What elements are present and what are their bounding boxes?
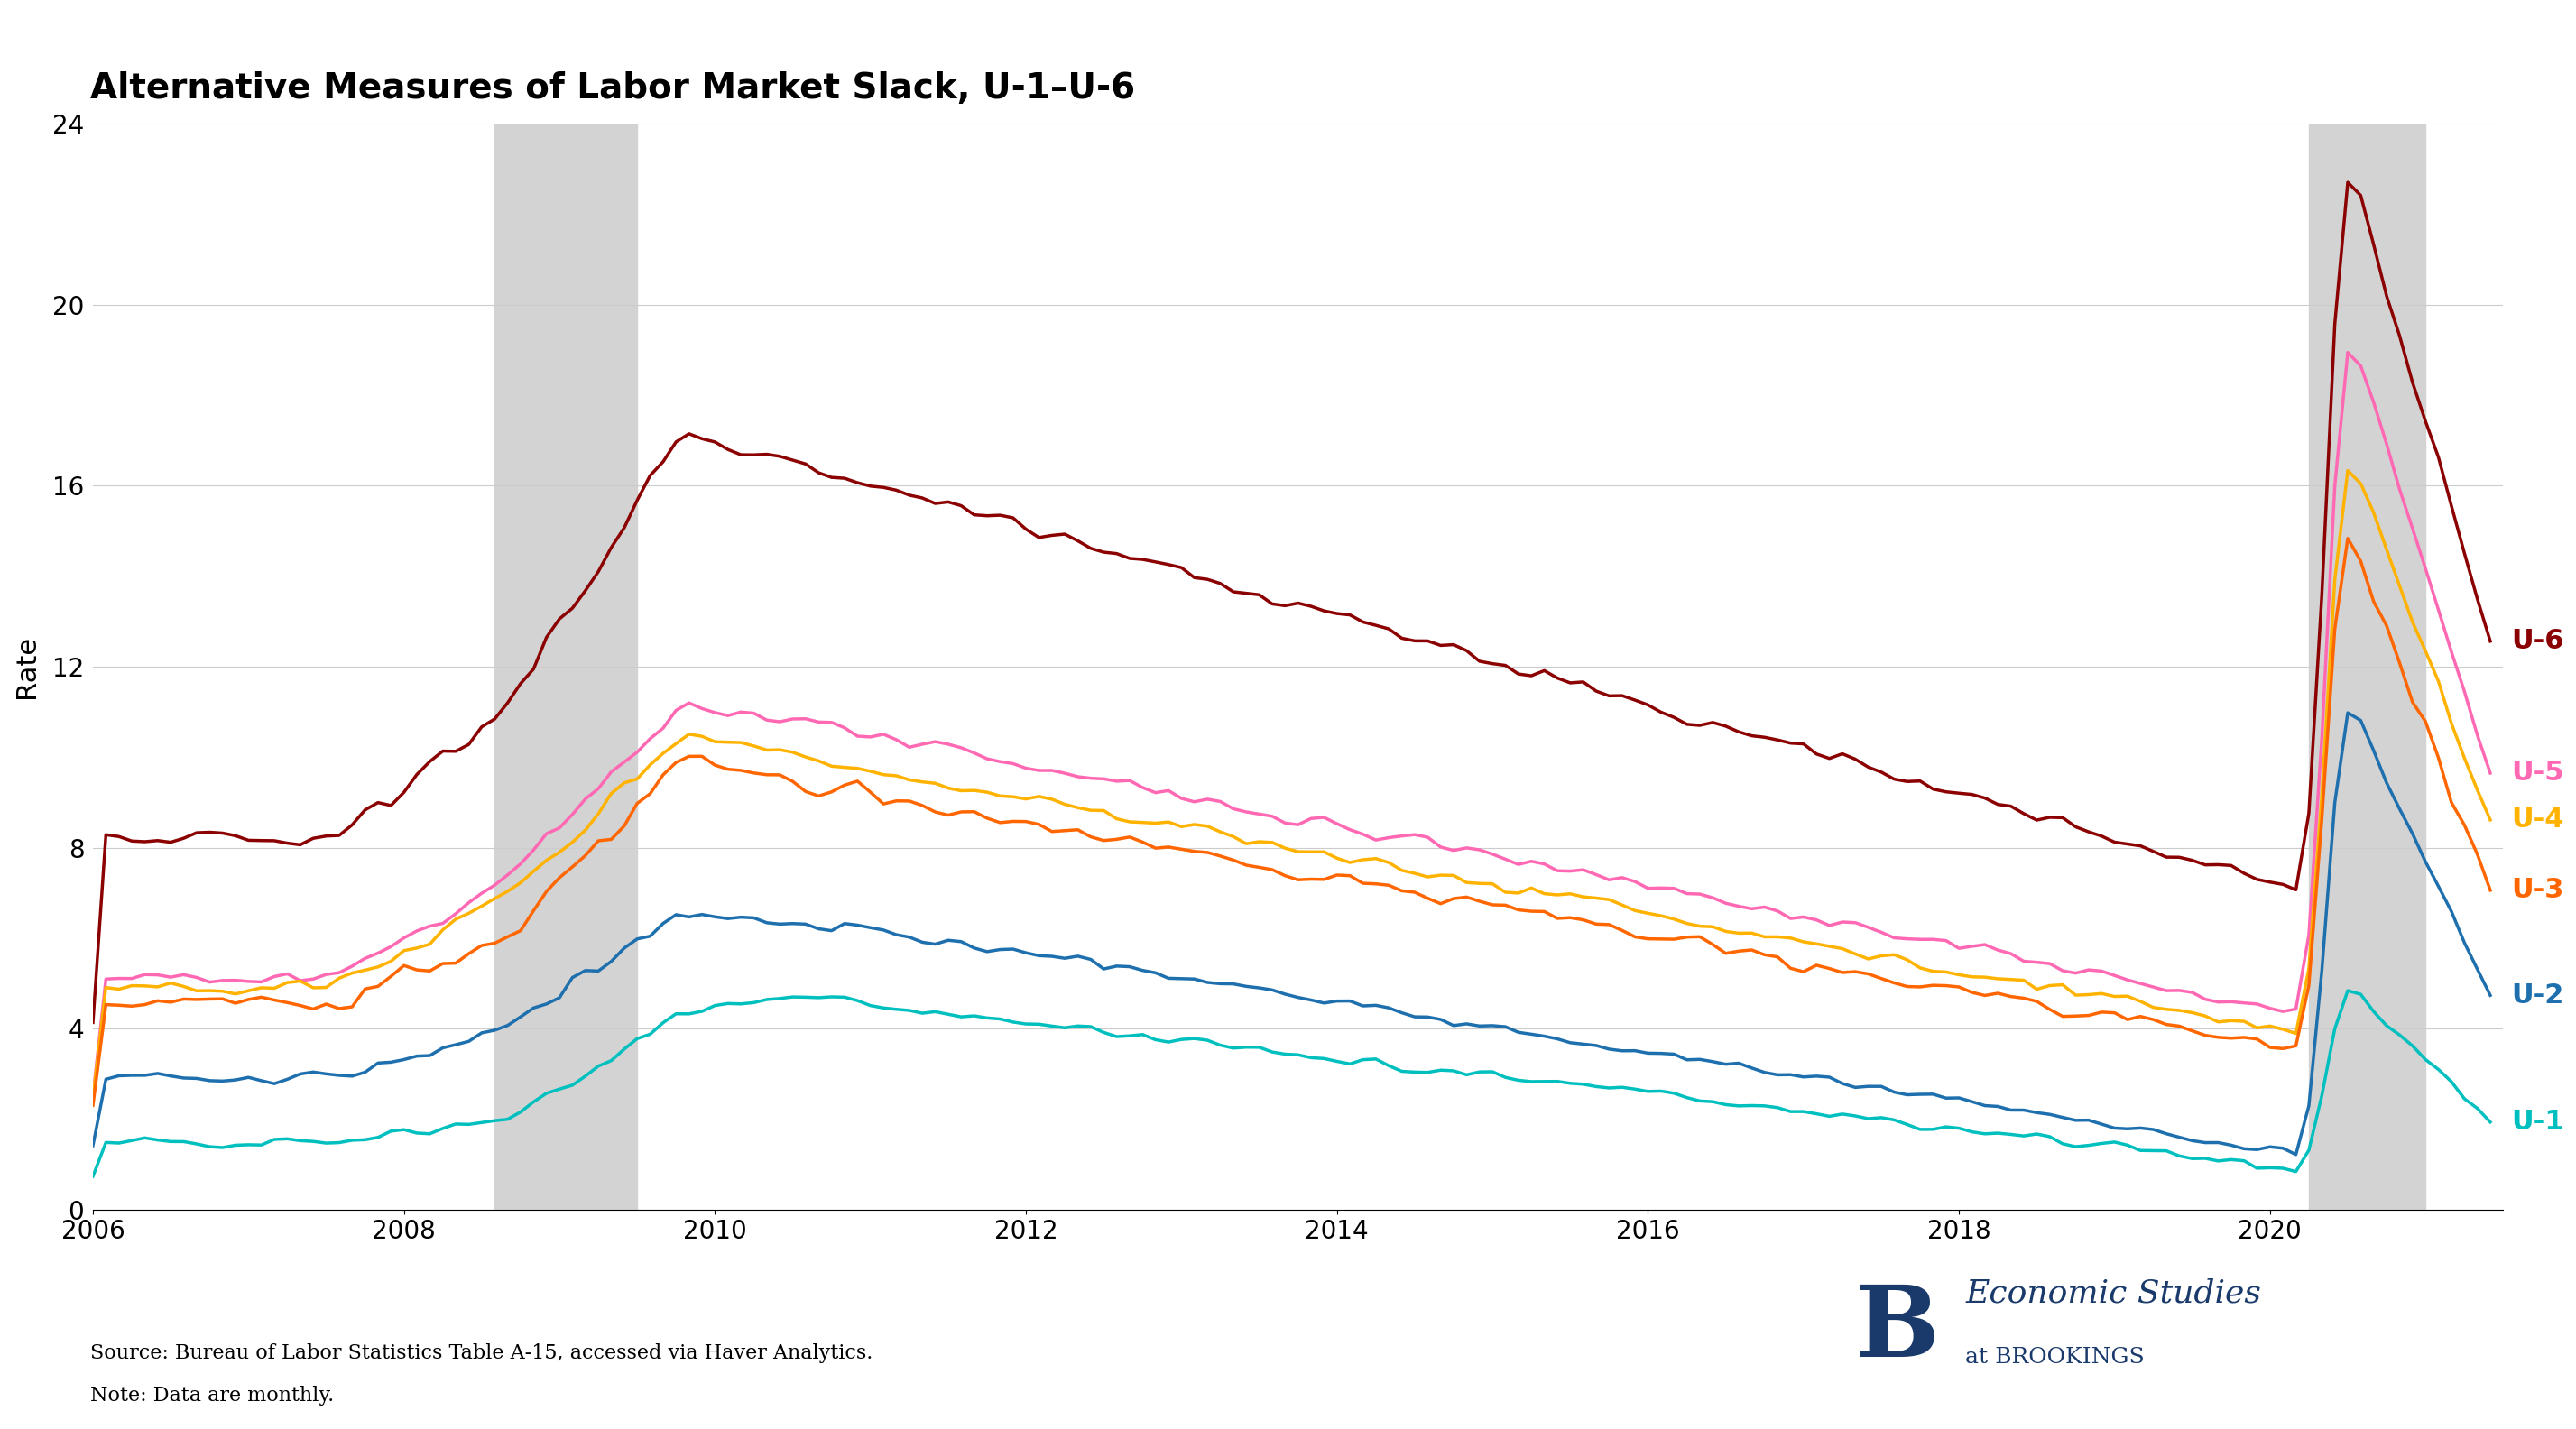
Text: Alternative Measures of Labor Market Slack, U-1–U-6: Alternative Measures of Labor Market Sla… xyxy=(90,71,1136,106)
Text: U-2: U-2 xyxy=(2512,982,2563,1007)
Text: Note: Data are monthly.: Note: Data are monthly. xyxy=(90,1386,335,1406)
Text: U-5: U-5 xyxy=(2512,756,2563,782)
Text: U-1: U-1 xyxy=(2512,1107,2563,1133)
Bar xyxy=(495,123,636,1210)
Text: at BROOKINGS: at BROOKINGS xyxy=(1965,1348,2146,1368)
Text: U-6: U-6 xyxy=(2512,620,2563,646)
Text: U-3: U-3 xyxy=(2512,877,2563,905)
Text: Source: Bureau of Labor Statistics Table A-15, accessed via Haver Analytics.: Source: Bureau of Labor Statistics Table… xyxy=(90,1343,873,1363)
Text: Economic Studies: Economic Studies xyxy=(1965,1278,2262,1309)
Text: U-4: U-4 xyxy=(2512,800,2563,826)
Bar xyxy=(2308,123,2427,1210)
Text: B: B xyxy=(1855,1280,1940,1378)
Y-axis label: Rate: Rate xyxy=(13,634,39,699)
